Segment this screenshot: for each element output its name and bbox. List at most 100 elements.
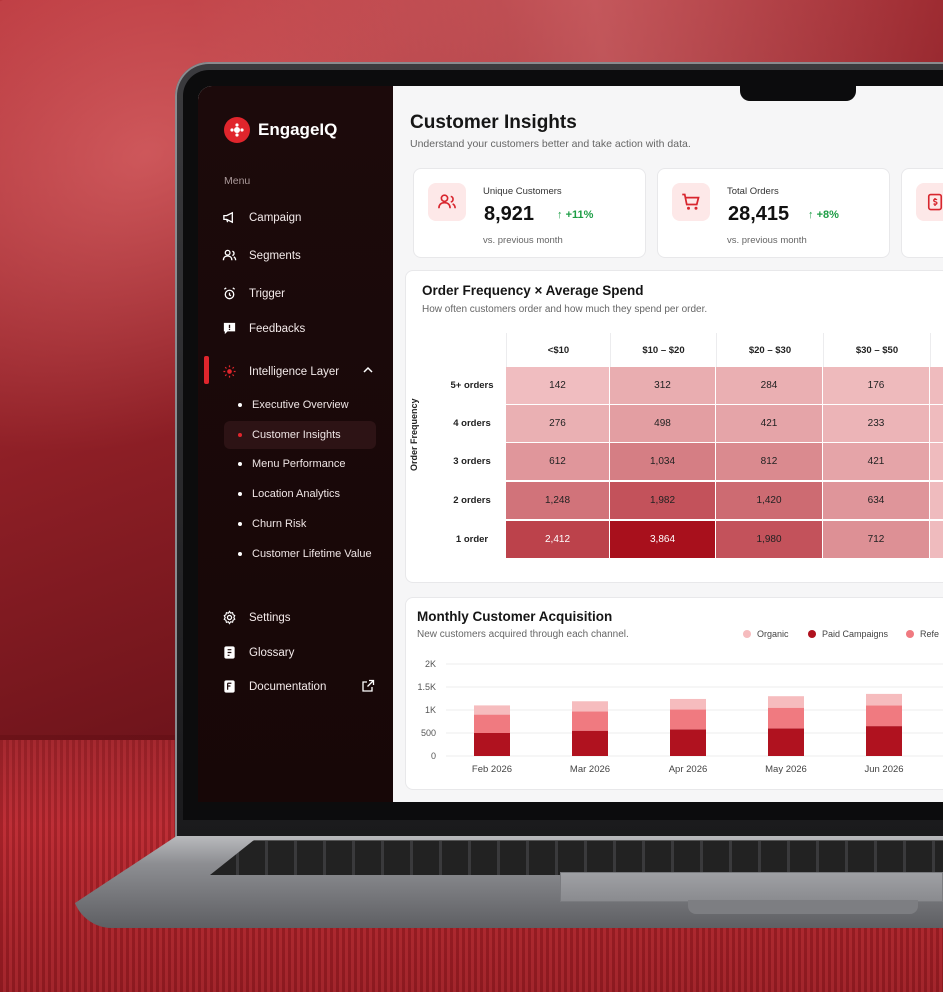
brand-name: EngageIQ (258, 120, 338, 139)
bullet-icon (238, 433, 242, 437)
heatmap-cell[interactable]: 1,982 (610, 482, 715, 519)
heatmap-cell[interactable]: 1,420 (716, 482, 822, 519)
heatmap-cell[interactable]: 612 (506, 443, 609, 480)
sidebar-item-label: Campaign (249, 211, 302, 224)
sidebar-item-settings[interactable]: Settings (222, 610, 291, 625)
sidebar-item-segments[interactable]: Segments (222, 248, 301, 263)
bar-segment[interactable] (768, 728, 804, 756)
heatmap-cell[interactable]: 1,980 (716, 521, 822, 558)
bullet-icon (238, 462, 242, 466)
legend-swatch (743, 630, 751, 638)
bar-segment[interactable] (866, 726, 902, 756)
sidebar-item-label: Documentation (249, 680, 327, 693)
heatmap-column-header: $20 – $30 (716, 333, 823, 367)
logo-icon (224, 117, 250, 143)
bar-segment[interactable] (670, 698, 706, 710)
heatmap-cell[interactable]: 421 (823, 443, 929, 480)
heatmap-cell[interactable]: 498 (610, 405, 715, 442)
kpi-value: 8,921 (484, 203, 535, 225)
heatmap-cell-partial (930, 405, 943, 442)
sidebar-subitem-menu-performance[interactable]: Menu Performance (224, 450, 376, 478)
sidebar-item-glossary[interactable]: Glossary (222, 645, 294, 660)
heatmap-cell[interactable]: 634 (823, 482, 929, 519)
heatmap-cell[interactable]: 2,412 (506, 521, 609, 558)
bar-segment[interactable] (768, 707, 804, 729)
heatmap-cell[interactable]: 312 (610, 367, 715, 404)
bar-segment[interactable] (866, 705, 902, 727)
bar-segment[interactable] (474, 705, 510, 715)
heatmap-cell[interactable]: 812 (716, 443, 822, 480)
sidebar-item-label: Intelligence Layer (249, 365, 340, 378)
heatmap-cell[interactable]: 3,864 (610, 521, 715, 558)
external-link-icon[interactable] (361, 679, 375, 693)
arrow-up-icon: ↑ (808, 209, 814, 221)
heatmap-row-label: 2 orders (453, 495, 491, 506)
sidebar-subitem-churn-risk[interactable]: Churn Risk (224, 510, 376, 538)
kpi-card-total-orders: Total Orders 28,415 ↑ +8% vs. previous m… (657, 168, 890, 258)
kpi-footnote: vs. previous month (483, 235, 563, 246)
alarm-icon (223, 287, 236, 300)
bullet-icon (238, 403, 242, 407)
bar-segment[interactable] (474, 714, 510, 733)
heatmap-y-axis-label: Order Frequency (409, 398, 419, 471)
sidebar-item-documentation[interactable]: Documentation (222, 679, 326, 694)
heatmap-cell[interactable]: 176 (823, 367, 929, 404)
heatmap-cell[interactable]: 142 (506, 367, 609, 404)
laptop-base-notch (688, 900, 918, 914)
heatmap-cell[interactable]: 712 (823, 521, 929, 558)
sidebar-item-label: Settings (249, 611, 291, 624)
megaphone-icon (223, 211, 233, 224)
heatmap-cell[interactable]: 421 (716, 405, 822, 442)
legend-label: Organic (757, 629, 789, 639)
chevron-up-icon[interactable] (362, 365, 374, 375)
heatmap-row-label: 5+ orders (450, 380, 494, 391)
acquisition-subtitle: New customers acquired through each chan… (417, 629, 629, 640)
bar-segment[interactable] (572, 730, 608, 756)
bar-segment[interactable] (572, 711, 608, 731)
sidebar-item-intelligence-layer[interactable]: Intelligence Layer (222, 364, 339, 379)
legend-label: Paid Campaigns (822, 629, 889, 639)
bar-segment[interactable] (474, 733, 510, 756)
heatmap-cell[interactable]: 1,248 (506, 482, 609, 519)
bullet-icon (238, 552, 242, 556)
legend-label: Refe (920, 629, 940, 639)
heatmap-cell-partial (930, 443, 943, 480)
heatmap-cell[interactable]: 1,034 (610, 443, 715, 480)
bar-segment[interactable] (866, 693, 902, 706)
kpi-card-partial (901, 168, 943, 258)
screen: EngageIQ Menu Campaign Segments Trigger … (198, 86, 943, 802)
brand[interactable]: EngageIQ (224, 117, 337, 143)
menu-label: Menu (224, 175, 251, 187)
sidebar-subitem-customer-lifetime-value[interactable]: Customer Lifetime Value (224, 540, 376, 568)
page-subtitle: Understand your customers better and tak… (410, 138, 691, 150)
kpi-delta-value: +11% (565, 209, 594, 221)
y-tick-label: 0 (431, 751, 436, 761)
heatmap-cell[interactable]: 233 (823, 405, 929, 442)
x-tick-label: May 2026 (765, 764, 807, 775)
sidebar-subitem-location-analytics[interactable]: Location Analytics (224, 480, 376, 508)
heatmap-cell[interactable]: 276 (506, 405, 609, 442)
users-icon (222, 249, 237, 261)
sidebar-item-trigger[interactable]: Trigger (222, 286, 285, 301)
arrow-up-icon: ↑ (557, 209, 563, 221)
bar-segment[interactable] (670, 729, 706, 756)
acquisition-bar-chart: 2K 1.5K 1K 500 0 Feb 2026 Mar 2026 Apr 2026 May … (417, 659, 943, 775)
heatmap-column-header: <$10 (506, 333, 610, 367)
heatmap-cell[interactable]: 284 (716, 367, 822, 404)
sidebar-subitem-customer-insights[interactable]: Customer Insights (224, 421, 376, 449)
bar-segment[interactable] (572, 701, 608, 712)
camera-notch (740, 86, 856, 101)
sidebar-subitem-label: Churn Risk (252, 518, 307, 530)
bar-segment[interactable] (670, 709, 706, 730)
bar-segment[interactable] (768, 696, 804, 708)
active-indicator (204, 356, 209, 384)
gear-icon (223, 610, 236, 625)
x-tick-label: Jun 2026 (864, 764, 903, 775)
kpi-label: Unique Customers (483, 186, 562, 197)
sidebar-subitem-executive-overview[interactable]: Executive Overview (224, 391, 376, 419)
sidebar-item-feedbacks[interactable]: Feedbacks (222, 321, 305, 336)
y-tick-label: 2K (425, 659, 436, 669)
heatmap-subtitle: How often customers order and how much t… (422, 304, 708, 315)
document-icon (224, 680, 235, 693)
sidebar-item-campaign[interactable]: Campaign (222, 210, 301, 225)
